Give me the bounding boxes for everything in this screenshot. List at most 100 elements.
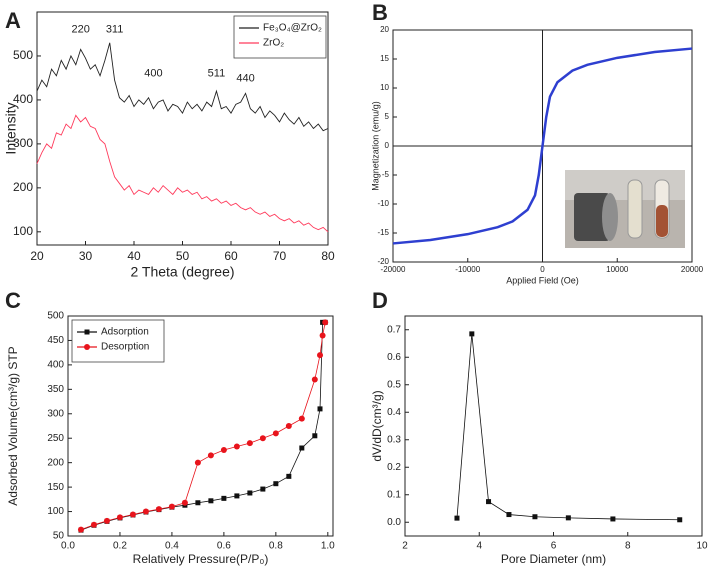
x-tick-label: 20000 xyxy=(681,265,704,274)
x-tick-label: 70 xyxy=(273,249,287,263)
x-tick-label: 50 xyxy=(176,249,190,263)
marker xyxy=(312,433,318,439)
y-axis-label: Adsorbed Volume(cm³/g) STP xyxy=(6,346,20,505)
y-tick-label: 400 xyxy=(47,360,64,371)
y-tick-label: 200 xyxy=(47,457,64,468)
legend-box xyxy=(233,15,327,59)
marker xyxy=(285,423,292,429)
y-tick-label: 150 xyxy=(47,482,64,493)
marker xyxy=(116,514,123,521)
y-tick-label: -5 xyxy=(382,170,390,179)
marker xyxy=(103,517,110,524)
legend-marker xyxy=(84,329,90,335)
y-tick-label: 100 xyxy=(47,506,64,517)
y-tick-label: -10 xyxy=(377,199,389,208)
panel-letter: B xyxy=(372,0,388,25)
marker xyxy=(77,526,84,533)
x-tick-label: 2 xyxy=(402,541,408,552)
y-tick-label: 200 xyxy=(13,180,33,194)
y-tick-label: 100 xyxy=(13,224,33,238)
marker xyxy=(129,511,136,518)
marker xyxy=(317,406,323,412)
plot-frame xyxy=(67,315,334,537)
x-tick-label: 8 xyxy=(625,541,631,552)
series-line xyxy=(80,321,326,531)
series-line xyxy=(392,47,693,245)
x-tick-label: -20000 xyxy=(381,265,406,274)
y-axis-label: Magnetization (emu/g) xyxy=(370,101,380,191)
marker xyxy=(195,500,201,506)
x-axis-label: Applied Field (Oe) xyxy=(506,275,579,285)
x-tick-label: -10000 xyxy=(455,265,480,274)
marker xyxy=(168,503,175,510)
marker xyxy=(286,473,292,479)
marker xyxy=(610,516,616,522)
legend-label: Fe₃O₄@ZrO₂ xyxy=(263,23,322,34)
marker xyxy=(273,481,279,487)
marker xyxy=(260,486,266,492)
legend-label: Desorption xyxy=(101,342,149,353)
x-tick-label: 60 xyxy=(224,249,238,263)
x-tick-label: 10000 xyxy=(606,265,629,274)
legend-marker xyxy=(84,344,90,350)
y-tick-label: 0.7 xyxy=(387,324,401,335)
marker xyxy=(246,440,253,447)
x-axis-label: Pore Diameter (nm) xyxy=(501,552,606,566)
marker xyxy=(532,514,538,520)
marker xyxy=(247,490,253,496)
marker xyxy=(677,517,683,523)
marker xyxy=(469,331,475,337)
marker xyxy=(565,515,571,521)
peak-label: 220 xyxy=(71,23,89,35)
panel: D 2 4 6 8 10 0.0 0.1 0.2 0.3 0.4 0.5 0.6 0.7 Pore Diam… xyxy=(370,288,708,566)
x-tick-label: 40 xyxy=(127,249,141,263)
y-tick-label: 0.4 xyxy=(387,407,401,418)
x-tick-label: 0.6 xyxy=(217,541,231,552)
marker xyxy=(221,495,227,501)
y-tick-label: 500 xyxy=(47,311,64,322)
y-axis-label: Intensity xyxy=(3,102,19,154)
series-line xyxy=(456,333,680,521)
x-tick-label: 0.2 xyxy=(113,541,127,552)
panel-letter: C xyxy=(5,288,21,313)
x-axis-label: 2 Theta (degree) xyxy=(130,264,234,280)
y-tick-label: 450 xyxy=(47,335,64,346)
marker xyxy=(142,508,149,515)
panel-letter: A xyxy=(5,8,21,33)
x-tick-label: 1.0 xyxy=(321,541,335,552)
panel: B -20000 -10000 0 10000 20000 -20 -15 -10 -5 0 5 10 1… xyxy=(370,0,703,285)
marker xyxy=(155,506,162,513)
marker xyxy=(181,499,188,506)
marker xyxy=(90,521,97,528)
y-tick-label: 250 xyxy=(47,433,64,444)
panel: C 0.0 0.2 0.4 0.6 0.8 1.0 50 100 150 200 250 300 350 4… xyxy=(5,288,335,566)
peak-label: 311 xyxy=(106,23,124,35)
legend-label: ZrO₂ xyxy=(263,38,284,49)
y-tick-label: 20 xyxy=(380,25,389,34)
x-tick-label: 0.4 xyxy=(165,541,179,552)
y-tick-label: 300 xyxy=(13,136,33,150)
y-tick-label: 500 xyxy=(13,48,33,62)
marker xyxy=(454,515,460,521)
legend-label: Adsorption xyxy=(101,327,149,338)
marker xyxy=(486,499,492,505)
x-tick-label: 20 xyxy=(30,249,44,263)
y-axis-label: dV/dD(cm³/g) xyxy=(370,390,384,461)
y-tick-label: 0.5 xyxy=(387,379,401,390)
series-line xyxy=(80,322,326,531)
marker xyxy=(272,430,279,437)
series-line xyxy=(36,114,329,233)
marker xyxy=(259,435,266,442)
y-tick-label: 0.0 xyxy=(387,517,401,528)
peak-label: 400 xyxy=(144,67,162,79)
y-tick-label: 0.3 xyxy=(387,434,401,445)
marker xyxy=(506,512,512,518)
x-tick-label: 0 xyxy=(540,265,545,274)
marker xyxy=(319,332,326,339)
marker xyxy=(317,352,324,359)
marker xyxy=(322,319,329,326)
peak-label: 511 xyxy=(208,67,226,79)
y-tick-label: 5 xyxy=(385,112,390,121)
